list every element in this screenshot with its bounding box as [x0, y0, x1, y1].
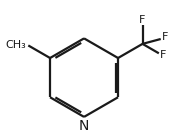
- Text: CH₃: CH₃: [5, 40, 26, 51]
- Text: F: F: [160, 50, 166, 60]
- Text: F: F: [139, 15, 146, 25]
- Text: F: F: [162, 32, 169, 42]
- Text: N: N: [79, 119, 89, 133]
